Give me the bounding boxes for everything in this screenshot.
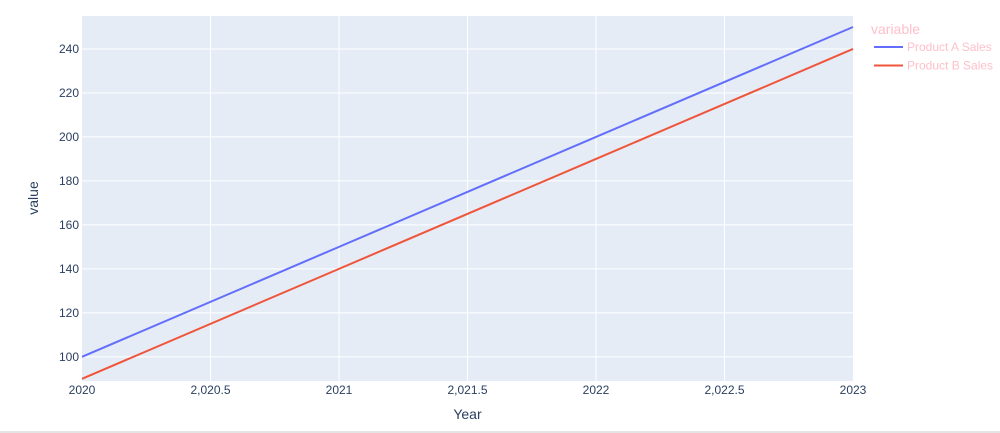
x-tick-label: 2022	[583, 383, 610, 397]
x-tick-label: 2023	[840, 383, 867, 397]
grid-lines	[82, 16, 853, 381]
legend-label: Product A Sales	[907, 40, 992, 54]
legend[interactable]: variable Product A Sales Product B Sales	[871, 21, 993, 73]
x-axis-ticks: 2020 2,020.5 2021 2,021.5 2022 2,022.5 2023	[69, 383, 867, 397]
x-tick-label: 2,020.5	[190, 383, 230, 397]
x-axis-title: Year	[453, 406, 482, 422]
legend-item[interactable]: Product A Sales	[874, 40, 992, 54]
y-axis-ticks: 100 120 140 160 180 200 220 240	[59, 42, 79, 364]
y-axis-title: value	[25, 181, 41, 215]
series-line[interactable]	[81, 26, 854, 358]
legend-title: variable	[871, 21, 920, 37]
x-tick-label: 2020	[69, 383, 96, 397]
y-tick-label: 220	[59, 86, 79, 100]
y-tick-label: 200	[59, 130, 79, 144]
x-tick-label: 2,022.5	[704, 383, 744, 397]
series-line[interactable]	[81, 48, 854, 380]
y-tick-label: 160	[59, 218, 79, 232]
x-tick-label: 2021	[326, 383, 353, 397]
y-tick-label: 140	[59, 262, 79, 276]
y-tick-label: 180	[59, 174, 79, 188]
bottom-divider	[0, 431, 1000, 433]
y-tick-label: 240	[59, 42, 79, 56]
series-lines	[81, 26, 854, 380]
y-tick-label: 120	[59, 306, 79, 320]
legend-item[interactable]: Product B Sales	[874, 59, 993, 73]
y-tick-label: 100	[59, 350, 79, 364]
legend-label: Product B Sales	[907, 59, 993, 73]
legend-items: Product A Sales Product B Sales	[874, 40, 993, 73]
x-tick-label: 2,021.5	[447, 383, 487, 397]
